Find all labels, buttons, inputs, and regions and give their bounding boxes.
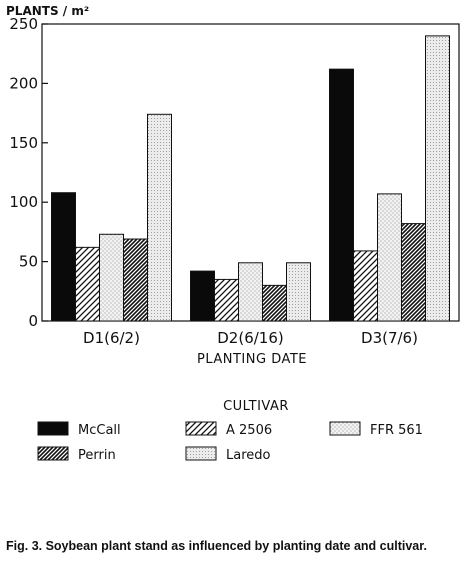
bar <box>425 35 450 322</box>
x-axis-categories: D1(6/2) D2(6/16) D3(7/6) <box>83 329 418 347</box>
legend-label: Laredo <box>226 448 271 463</box>
bar <box>238 262 263 322</box>
x-category-label: D2(6/16) <box>217 329 283 347</box>
bar <box>262 284 287 322</box>
x-category-label: D3(7/6) <box>361 329 418 347</box>
legend-swatch <box>185 446 217 461</box>
bar <box>377 193 402 322</box>
legend-swatch <box>37 421 69 436</box>
bar <box>401 223 426 322</box>
legend-title: CULTIVAR <box>223 399 289 414</box>
bar <box>75 246 100 322</box>
y-tick-label: 100 <box>9 193 38 211</box>
y-axis-unit-label: PLANTS / m² <box>6 4 89 18</box>
bar <box>214 278 239 322</box>
x-category-label: D1(6/2) <box>83 329 140 347</box>
legend-swatch <box>329 421 361 436</box>
y-tick-label: 200 <box>9 74 38 92</box>
bar <box>190 270 215 322</box>
bar <box>123 238 148 322</box>
y-tick-label: 50 <box>19 253 38 271</box>
legend-label: FFR 561 <box>370 423 423 438</box>
y-tick-label: 150 <box>9 134 38 152</box>
legend-label: McCall <box>78 423 121 438</box>
figure-caption: Fig. 3. Soybean plant stand as influence… <box>6 539 427 553</box>
y-tick-label: 250 <box>9 15 38 33</box>
legend-label: Perrin <box>78 448 116 463</box>
y-axis: 0 50 100 150 200 250 <box>9 15 48 330</box>
x-axis-label: PLANTING DATE <box>197 352 307 367</box>
bars <box>51 35 450 322</box>
bar <box>286 262 311 322</box>
legend-swatch <box>185 421 217 436</box>
bar <box>353 250 378 322</box>
bar <box>147 113 172 322</box>
bar <box>99 233 124 322</box>
legend-label: A 2506 <box>226 423 272 438</box>
bar <box>51 192 76 322</box>
bar <box>329 68 354 322</box>
legend-swatch <box>37 446 69 461</box>
y-tick-label: 0 <box>28 312 38 330</box>
legend: McCall A 2506 FFR 561 Perrin Laredo <box>37 421 423 463</box>
